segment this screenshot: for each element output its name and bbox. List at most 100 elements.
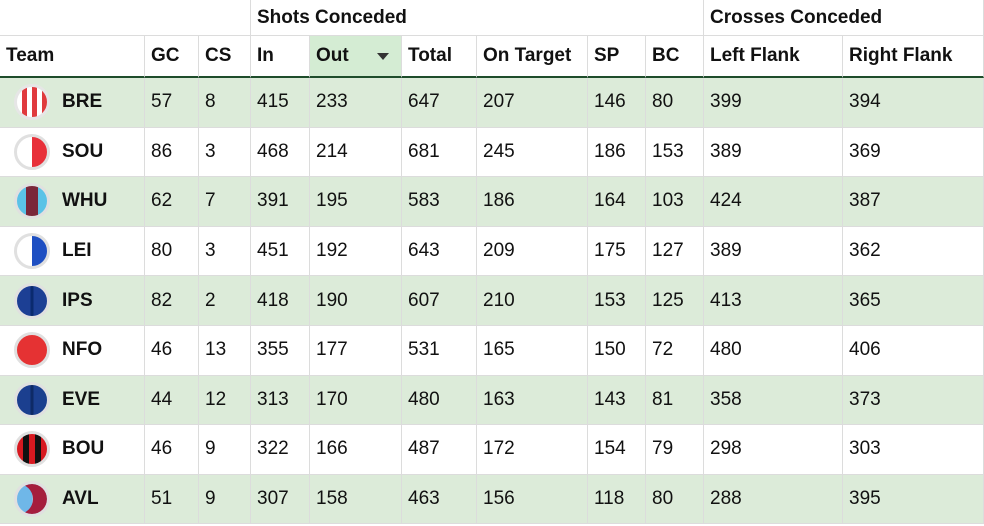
cell-gc[interactable]: 46 [145,325,199,376]
cell-cs[interactable]: 8 [199,78,251,128]
group-header-crosses[interactable]: Crosses Conceded [704,0,984,36]
cell-sp[interactable]: 118 [588,474,646,525]
cell-right-flank[interactable]: 394 [843,78,984,128]
cell-in[interactable]: 468 [251,127,310,178]
cell-right-flank[interactable]: 369 [843,127,984,178]
cell-sp[interactable]: 146 [588,78,646,128]
cell-out[interactable]: 190 [310,276,402,326]
cell-right-flank[interactable]: 406 [843,325,984,376]
cell-in[interactable]: 307 [251,474,310,525]
cell-out[interactable]: 233 [310,78,402,128]
team-cell[interactable]: WHU [0,177,145,227]
team-cell[interactable]: NFO [0,325,145,376]
col-header-sp[interactable]: SP [588,36,646,78]
cell-cs[interactable]: 13 [199,325,251,376]
col-header-bc[interactable]: BC [646,36,704,78]
cell-on-target[interactable]: 163 [477,375,588,426]
cell-gc[interactable]: 80 [145,226,199,277]
cell-on-target[interactable]: 172 [477,425,588,475]
cell-bc[interactable]: 80 [646,474,704,525]
cell-out[interactable]: 166 [310,425,402,475]
cell-cs[interactable]: 7 [199,177,251,227]
cell-left-flank[interactable]: 413 [704,276,843,326]
cell-in[interactable]: 415 [251,78,310,128]
team-cell[interactable]: BRE [0,78,145,128]
cell-left-flank[interactable]: 480 [704,325,843,376]
cell-right-flank[interactable]: 387 [843,177,984,227]
cell-total[interactable]: 607 [402,276,477,326]
cell-right-flank[interactable]: 365 [843,276,984,326]
col-header-right-flank[interactable]: Right Flank [843,36,984,78]
cell-out[interactable]: 195 [310,177,402,227]
col-header-team[interactable]: Team [0,36,145,78]
cell-on-target[interactable]: 210 [477,276,588,326]
col-header-gc[interactable]: GC [145,36,199,78]
cell-on-target[interactable]: 156 [477,474,588,525]
cell-left-flank[interactable]: 399 [704,78,843,128]
cell-total[interactable]: 681 [402,127,477,178]
cell-on-target[interactable]: 207 [477,78,588,128]
cell-sp[interactable]: 153 [588,276,646,326]
cell-out[interactable]: 170 [310,375,402,426]
cell-on-target[interactable]: 186 [477,177,588,227]
cell-total[interactable]: 643 [402,226,477,277]
cell-right-flank[interactable]: 362 [843,226,984,277]
sort-descending-icon[interactable] [377,52,389,60]
cell-in[interactable]: 322 [251,425,310,475]
team-cell[interactable]: IPS [0,276,145,326]
cell-right-flank[interactable]: 303 [843,425,984,475]
cell-out[interactable]: 214 [310,127,402,178]
cell-bc[interactable]: 72 [646,325,704,376]
cell-bc[interactable]: 103 [646,177,704,227]
cell-on-target[interactable]: 209 [477,226,588,277]
cell-right-flank[interactable]: 373 [843,375,984,426]
cell-gc[interactable]: 46 [145,425,199,475]
cell-gc[interactable]: 82 [145,276,199,326]
cell-on-target[interactable]: 165 [477,325,588,376]
group-header-shots[interactable]: Shots Conceded [251,0,704,36]
cell-bc[interactable]: 80 [646,78,704,128]
col-header-cs[interactable]: CS [199,36,251,78]
cell-cs[interactable]: 9 [199,474,251,525]
cell-cs[interactable]: 9 [199,425,251,475]
cell-gc[interactable]: 86 [145,127,199,178]
col-header-total[interactable]: Total [402,36,477,78]
cell-left-flank[interactable]: 424 [704,177,843,227]
cell-cs[interactable]: 2 [199,276,251,326]
team-cell[interactable]: SOU [0,127,145,178]
cell-in[interactable]: 313 [251,375,310,426]
col-header-out[interactable]: Out [310,36,402,78]
cell-total[interactable]: 531 [402,325,477,376]
cell-gc[interactable]: 57 [145,78,199,128]
team-cell[interactable]: AVL [0,474,145,525]
cell-sp[interactable]: 175 [588,226,646,277]
cell-cs[interactable]: 12 [199,375,251,426]
cell-bc[interactable]: 79 [646,425,704,475]
cell-gc[interactable]: 44 [145,375,199,426]
team-cell[interactable]: EVE [0,375,145,426]
cell-on-target[interactable]: 245 [477,127,588,178]
group-header-empty[interactable] [0,0,251,36]
cell-out[interactable]: 158 [310,474,402,525]
cell-total[interactable]: 583 [402,177,477,227]
cell-bc[interactable]: 81 [646,375,704,426]
cell-right-flank[interactable]: 395 [843,474,984,525]
cell-cs[interactable]: 3 [199,127,251,178]
cell-total[interactable]: 487 [402,425,477,475]
cell-sp[interactable]: 150 [588,325,646,376]
cell-in[interactable]: 418 [251,276,310,326]
cell-sp[interactable]: 143 [588,375,646,426]
cell-out[interactable]: 177 [310,325,402,376]
cell-left-flank[interactable]: 358 [704,375,843,426]
cell-total[interactable]: 647 [402,78,477,128]
col-header-left-flank[interactable]: Left Flank [704,36,843,78]
cell-sp[interactable]: 186 [588,127,646,178]
cell-total[interactable]: 480 [402,375,477,426]
cell-in[interactable]: 391 [251,177,310,227]
cell-gc[interactable]: 62 [145,177,199,227]
cell-bc[interactable]: 127 [646,226,704,277]
cell-total[interactable]: 463 [402,474,477,525]
cell-in[interactable]: 451 [251,226,310,277]
team-cell[interactable]: BOU [0,425,145,475]
cell-left-flank[interactable]: 288 [704,474,843,525]
